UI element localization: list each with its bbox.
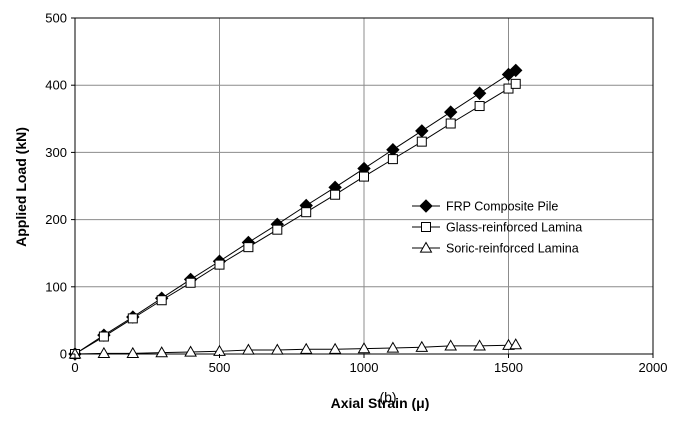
legend: FRP Composite Pile Glass-reinforced Lamin…: [412, 199, 582, 256]
data-point: [184, 345, 197, 357]
series-3: [68, 338, 523, 359]
data-point: [330, 189, 341, 200]
data-point: [444, 339, 458, 351]
legend-item: Soric-reinforced Lamina: [412, 241, 579, 256]
legend-marker: [421, 222, 431, 232]
data-point: [443, 105, 458, 119]
y-tick-label: 300: [45, 145, 67, 160]
data-point: [213, 344, 226, 356]
data-point: [214, 259, 225, 270]
data-point: [386, 341, 400, 353]
y-tick-label: 500: [45, 11, 67, 26]
x-tick-label: 1500: [494, 360, 523, 375]
legend-marker: [419, 199, 433, 213]
data-point: [415, 340, 429, 352]
series-group: [68, 63, 523, 361]
legend-label: Soric-reinforced Lamina: [446, 242, 579, 256]
y-axis-title: Applied Load (kN): [13, 127, 29, 247]
y-tick-label: 400: [45, 78, 67, 93]
x-tick-label: 1000: [350, 360, 379, 375]
legend-item: Glass-reinforced Lamina: [412, 221, 582, 235]
x-axis-title: Axial Strain (μ): [331, 395, 430, 411]
data-point: [510, 78, 521, 89]
data-point: [270, 343, 284, 355]
data-point: [301, 207, 312, 218]
data-point: [509, 63, 523, 78]
x-tick-label: 500: [209, 360, 231, 375]
data-point: [127, 313, 138, 324]
data-point: [98, 331, 109, 342]
data-point: [445, 118, 456, 129]
data-point: [156, 295, 167, 306]
data-point: [472, 86, 487, 100]
y-tick-label: 0: [60, 347, 67, 362]
data-point: [416, 136, 427, 147]
data-point: [357, 342, 371, 354]
data-point: [473, 339, 486, 351]
legend-label: FRP Composite Pile: [446, 200, 558, 214]
data-point: [272, 224, 283, 235]
x-tick-label: 0: [71, 360, 78, 375]
data-point: [386, 143, 400, 157]
y-tick-label: 100: [45, 279, 67, 294]
legend-item: FRP Composite Pile: [412, 199, 558, 214]
legend-marker: [419, 241, 433, 253]
data-point: [97, 346, 111, 358]
data-point: [359, 171, 369, 182]
data-point: [68, 347, 82, 359]
x-tick-label: 2000: [639, 360, 668, 375]
legend-label: Glass-reinforced Lamina: [446, 221, 582, 235]
data-point: [474, 101, 485, 112]
axis-ticks: 0 500 1000 1500 2000 0 100 200 300 400 500: [45, 11, 667, 376]
panel-annotation: (b): [379, 389, 396, 405]
data-point: [185, 277, 196, 288]
series-2: [70, 78, 521, 359]
data-point: [242, 343, 255, 355]
data-point: [299, 342, 313, 354]
data-point: [126, 346, 140, 358]
data-point: [328, 342, 342, 354]
data-point: [155, 346, 169, 358]
data-point: [415, 124, 429, 138]
data-point: [243, 242, 254, 253]
y-tick-label: 200: [45, 212, 67, 227]
data-point: [509, 338, 523, 350]
data-point: [387, 154, 398, 165]
